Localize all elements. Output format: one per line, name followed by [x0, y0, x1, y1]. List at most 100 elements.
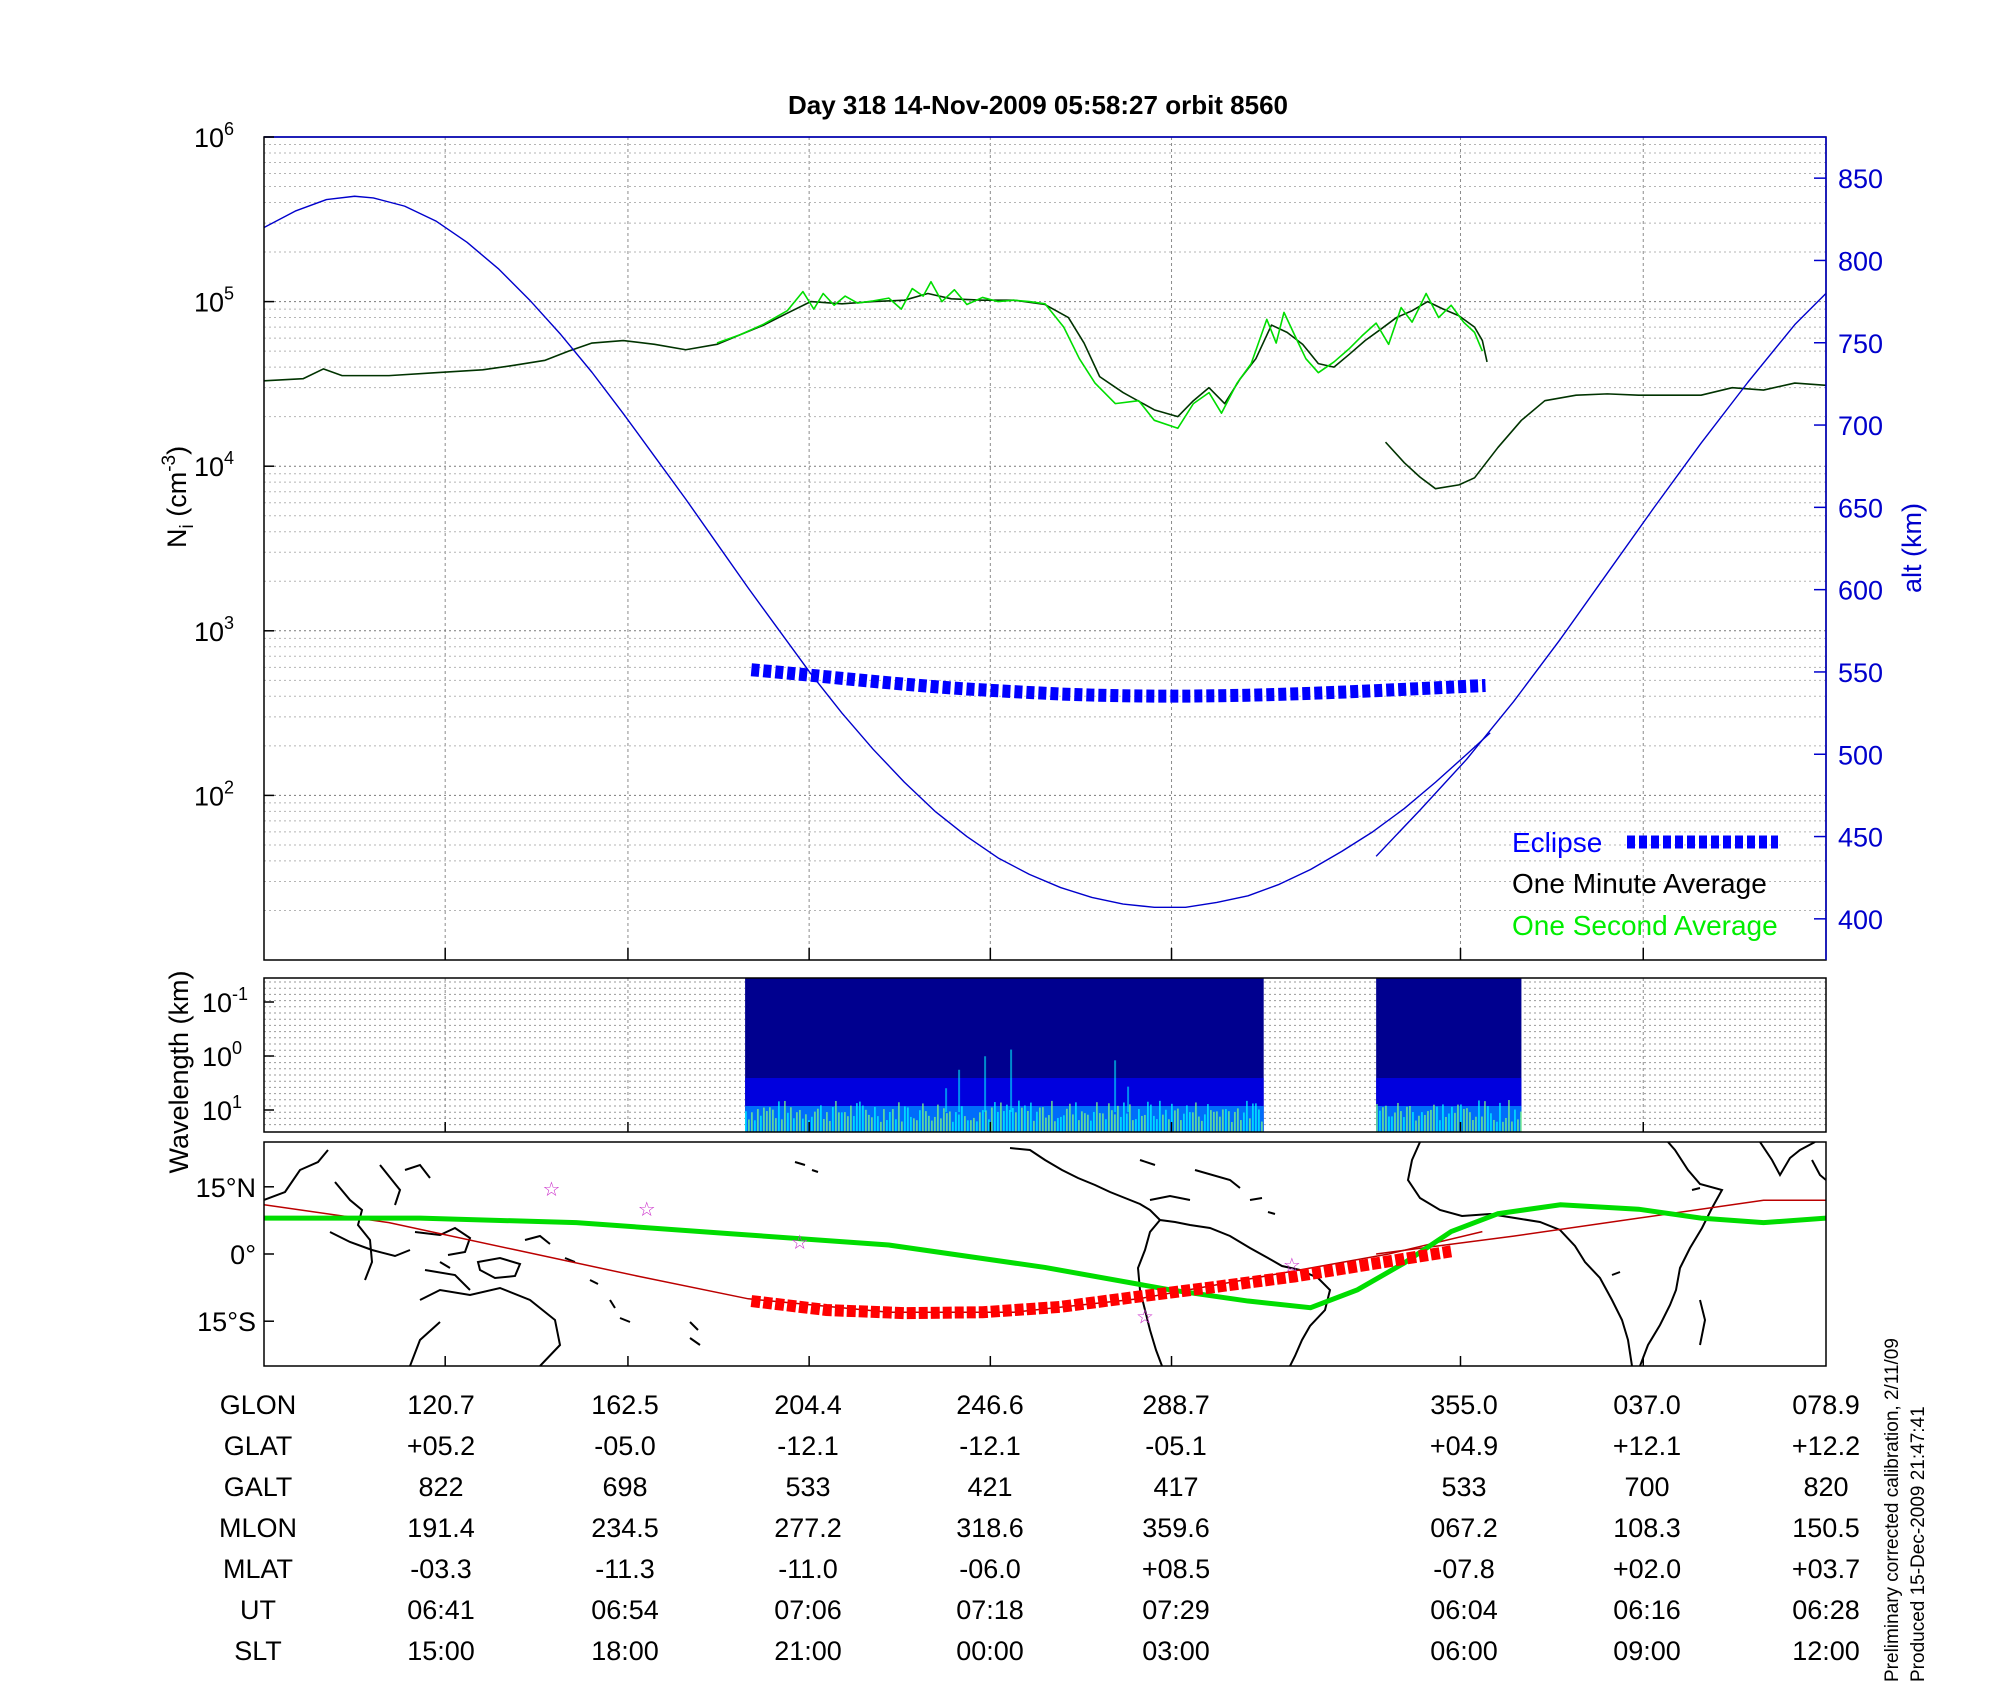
- altitude-tick-label-0: 400: [1838, 905, 1883, 935]
- ion-density-grid: [264, 137, 1826, 960]
- table-cell-mlon-3: 318.6: [956, 1513, 1024, 1543]
- latitude-tick-label-1: 0°: [230, 1240, 256, 1270]
- spectrogram-streak-1: [1382, 1107, 1384, 1132]
- spectrogram-plume-0: [958, 1069, 961, 1112]
- table-cell-galt-6: 700: [1624, 1472, 1669, 1502]
- spectrogram-streak-0: [1237, 1108, 1239, 1132]
- spectrogram-streak-0: [910, 1116, 912, 1132]
- table-cell-ut-3: 07:18: [956, 1595, 1024, 1625]
- altitude-tick-label-3: 550: [1838, 658, 1883, 688]
- table-cell-ut-5: 06:04: [1430, 1595, 1498, 1625]
- spectrogram-streak-0: [880, 1121, 882, 1132]
- spectrogram-streak-1: [1517, 1119, 1519, 1132]
- spectrogram-streak-0: [1189, 1112, 1191, 1132]
- ion-density-axis-label: Ni (cm-3): [159, 446, 198, 548]
- spectrogram-streak-0: [943, 1108, 945, 1132]
- spectrogram-streak-0: [784, 1100, 786, 1132]
- spectrogram-streak-0: [1141, 1115, 1143, 1132]
- spectrogram-streak-1: [1433, 1104, 1435, 1132]
- orbit-ground-track-seg-1: [1376, 1199, 1826, 1255]
- spectrogram-streak-0: [751, 1112, 753, 1132]
- spectrogram-streak-0: [826, 1112, 828, 1132]
- spectrogram-streak-0: [772, 1109, 774, 1132]
- spectrogram-streak-0: [1231, 1121, 1233, 1132]
- legend-minute-average-label: One Minute Average: [1512, 868, 1767, 899]
- spectrogram-streak-1: [1451, 1106, 1453, 1132]
- spectrogram-streak-1: [1457, 1104, 1459, 1132]
- spectrogram-streak-1: [1472, 1120, 1474, 1132]
- spectrogram-streak-0: [1048, 1115, 1050, 1132]
- spectrogram-streak-0: [961, 1106, 963, 1132]
- spectrogram-streak-0: [925, 1111, 927, 1132]
- table-cell-galt-2: 533: [785, 1472, 830, 1502]
- station-star-0: ☆: [542, 1177, 560, 1201]
- spectrogram-streak-0: [988, 1119, 990, 1132]
- spectrogram-streak-0: [1117, 1105, 1119, 1132]
- spectrogram-streak-0: [1072, 1114, 1074, 1132]
- table-cell-glat-6: +12.1: [1613, 1431, 1681, 1461]
- spectrogram-streak-0: [1024, 1105, 1026, 1132]
- map-plot-area: [264, 1142, 1826, 1366]
- spectrogram-streak-0: [1015, 1112, 1017, 1132]
- table-cell-slt-3: 00:00: [956, 1636, 1024, 1666]
- spectrogram-streak-0: [1201, 1120, 1203, 1132]
- spectrogram-streak-0: [844, 1112, 846, 1132]
- spectrogram-streak-0: [1102, 1113, 1104, 1132]
- spectrogram-streak-0: [964, 1116, 966, 1132]
- spectrogram-streak-0: [934, 1116, 936, 1132]
- ion-density-tick-label-1: 103: [194, 613, 234, 647]
- spectrogram-streak-0: [1228, 1111, 1230, 1132]
- spectrogram-streak-0: [1087, 1114, 1089, 1132]
- series-alt-km--seg-1: [1375, 292, 1826, 857]
- spectrogram-streak-0: [922, 1103, 924, 1132]
- spectrogram-streak-0: [805, 1114, 807, 1132]
- table-row-label-glat: GLAT: [224, 1431, 293, 1461]
- spectrogram-streak-0: [1027, 1110, 1029, 1132]
- spectrogram-streak-0: [1078, 1120, 1080, 1132]
- table-cell-mlat-6: +02.0: [1613, 1554, 1681, 1584]
- spectrogram-streak-1: [1412, 1112, 1414, 1132]
- spectrogram-streak-1: [1439, 1120, 1441, 1132]
- spectrogram-streak-0: [997, 1111, 999, 1132]
- table-cell-glat-5: +04.9: [1430, 1431, 1498, 1461]
- spectrogram-streak-1: [1448, 1113, 1450, 1132]
- table-row-label-slt: SLT: [234, 1636, 282, 1666]
- spectrogram-streak-0: [1054, 1121, 1056, 1132]
- spectrogram-streak-0: [1003, 1111, 1005, 1132]
- altitude-tick-label-4: 600: [1838, 576, 1883, 606]
- wavelength-axis-label: Wavelength (km): [164, 970, 194, 1173]
- spectrogram-streak-0: [1144, 1114, 1146, 1132]
- magnetic-equator-seg-0: [264, 1202, 1826, 1311]
- spectrogram-streak-0: [1126, 1113, 1128, 1132]
- table-cell-glat-7: +12.2: [1792, 1431, 1860, 1461]
- spectrogram-streak-0: [871, 1117, 873, 1132]
- spectrogram-streak-1: [1454, 1112, 1456, 1132]
- spectrogram-streak-0: [754, 1120, 756, 1132]
- table-cell-ut-4: 07:29: [1142, 1595, 1210, 1625]
- spectrogram-streak-0: [1252, 1103, 1254, 1132]
- table-cell-mlon-7: 150.5: [1792, 1513, 1860, 1543]
- spectrogram-streak-1: [1400, 1111, 1402, 1132]
- spectrogram-streak-0: [793, 1118, 795, 1132]
- table-cell-ut-1: 06:54: [591, 1595, 659, 1625]
- spectrogram-streak-1: [1505, 1117, 1507, 1132]
- spectrogram-streak-0: [1177, 1108, 1179, 1132]
- eclipse-track-seg-0: [750, 1245, 1453, 1320]
- spectrogram-streak-0: [802, 1118, 804, 1132]
- spectrogram-streak-0: [976, 1121, 978, 1132]
- spectrogram-streak-0: [823, 1119, 825, 1132]
- spectrogram-streak-0: [868, 1114, 870, 1132]
- spectrogram-streak-0: [856, 1103, 858, 1132]
- spectrogram-streak-0: [913, 1118, 915, 1132]
- spectrogram-streak-1: [1421, 1112, 1423, 1132]
- spectrogram-streak-0: [1147, 1101, 1149, 1132]
- table-cell-galt-1: 698: [602, 1472, 647, 1502]
- spectrogram-streak-0: [1075, 1102, 1077, 1132]
- spectrogram-streak-0: [829, 1120, 831, 1132]
- spectrogram-streak-1: [1490, 1113, 1492, 1132]
- ion-density-tick-label-2: 104: [194, 448, 234, 482]
- spectrogram-streak-0: [874, 1106, 876, 1132]
- spectrogram-streak-0: [1000, 1102, 1002, 1132]
- spectrogram-streak-0: [886, 1120, 888, 1132]
- table-cell-mlon-6: 108.3: [1613, 1513, 1681, 1543]
